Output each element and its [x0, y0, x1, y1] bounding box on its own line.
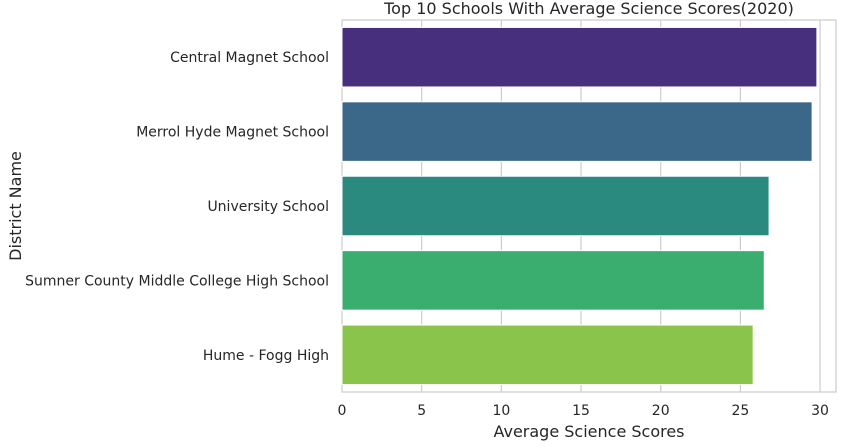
chart-title: Top 10 Schools With Average Science Scor…	[383, 0, 794, 18]
category-label: Hume - Fogg High	[203, 348, 329, 364]
category-label: University School	[207, 199, 329, 215]
bar	[341, 101, 813, 162]
category-label: Central Magnet School	[170, 50, 329, 66]
bar	[341, 250, 765, 311]
x-tick-label: 0	[338, 403, 347, 419]
x-tick-label: 5	[417, 403, 426, 419]
x-tick-label: 15	[572, 403, 590, 419]
y-axis-title: District Name	[6, 151, 25, 261]
x-axis-title: Average Science Scores	[493, 422, 684, 441]
x-tick-label: 25	[731, 403, 749, 419]
bar	[341, 324, 754, 386]
bar	[341, 26, 818, 88]
category-label: Merrol Hyde Magnet School	[136, 125, 329, 141]
bar	[341, 175, 770, 237]
x-tick-label: 30	[811, 403, 829, 419]
category-label: Sumner County Middle College High School	[25, 273, 329, 289]
x-tick-labels: 0 5 10 15 20 25 30	[338, 403, 829, 419]
x-tick-label: 10	[492, 403, 510, 419]
bars	[341, 26, 818, 386]
category-labels: Central Magnet School Merrol Hyde Magnet …	[25, 50, 329, 364]
x-tick-label: 20	[652, 403, 670, 419]
